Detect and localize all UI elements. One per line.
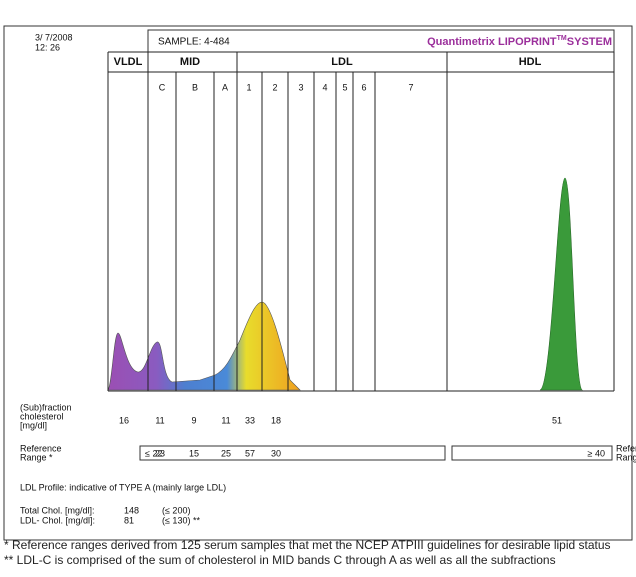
time: 12: 26 [35,42,60,52]
value: 51 [552,415,562,425]
band: VLDL [114,56,143,68]
subbands: C B A 1 2 3 4 5 6 7 [159,82,414,92]
total-value: 81 [124,515,134,525]
subband: 4 [322,82,327,92]
value: 18 [271,415,281,425]
total-value: 148 [124,505,139,515]
profile-curve [107,301,301,391]
subband: 6 [361,82,366,92]
total-ref: (≤ 130) ** [162,515,200,525]
subband: A [222,82,228,92]
ref-value: 30 [271,448,281,458]
value: 33 [245,415,255,425]
ref-box [451,445,613,461]
row-label: Range * [20,452,53,462]
ref-box [139,445,446,461]
sample: SAMPLE: 4-484 [158,37,230,48]
subband: 2 [272,82,277,92]
ref-value: 15 [189,448,199,458]
ref-value: 23 [155,448,165,458]
row-label: Range * [616,452,636,462]
total-label: Total Chol. [mg/dl]: [20,505,95,515]
date: 3/ 7/2008 [35,32,73,42]
row-label: Reference [20,443,62,453]
value: 11 [221,415,230,425]
subband: 7 [408,82,413,92]
subband: 3 [298,82,303,92]
hdl-peak [539,177,584,391]
subband: 5 [342,82,347,92]
ref-value: ≤ 22 [145,448,162,458]
ref-value: 25 [221,448,231,458]
subband: 1 [246,82,251,92]
row-label: [mg/dl] [20,420,47,430]
total-ref: (≤ 200) [162,505,190,515]
band: HDL [519,56,542,68]
band: LDL [331,56,353,68]
total-label: LDL- Chol. [mg/dl]: [20,515,95,525]
frame [3,25,633,541]
grid [107,51,615,392]
footnote: ** LDL-C is comprised of the sum of chol… [4,553,556,567]
row-label: Reference [616,443,636,453]
row-label: (Sub)fraction [20,402,72,412]
profile: LDL Profile: indicative of TYPE A (mainl… [20,482,226,492]
band: MID [180,56,200,68]
value: 9 [191,415,196,425]
ref-value: 57 [245,448,255,458]
ref-value: ≥ 40 [588,448,605,458]
subband: C [159,82,166,92]
value: 11 [155,415,164,425]
brand: Quantimetrix LIPOPRINTTMSYSTEM [427,35,612,48]
subband: B [192,82,198,92]
footnote: * Reference ranges derived from 125 seru… [4,538,611,552]
row-label: cholesterol [20,411,64,421]
value: 16 [119,415,129,425]
